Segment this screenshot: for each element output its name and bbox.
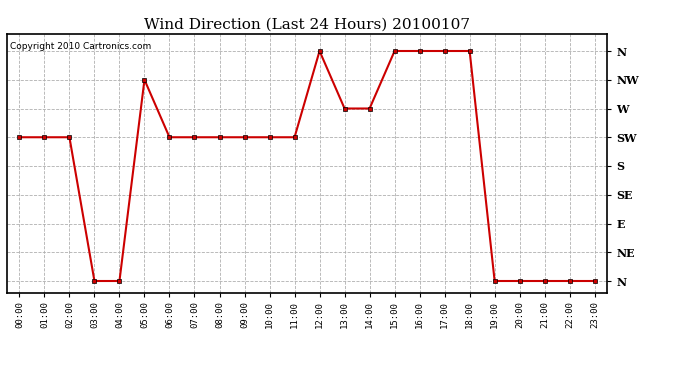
Text: Copyright 2010 Cartronics.com: Copyright 2010 Cartronics.com [10, 42, 151, 51]
Title: Wind Direction (Last 24 Hours) 20100107: Wind Direction (Last 24 Hours) 20100107 [144, 17, 470, 31]
